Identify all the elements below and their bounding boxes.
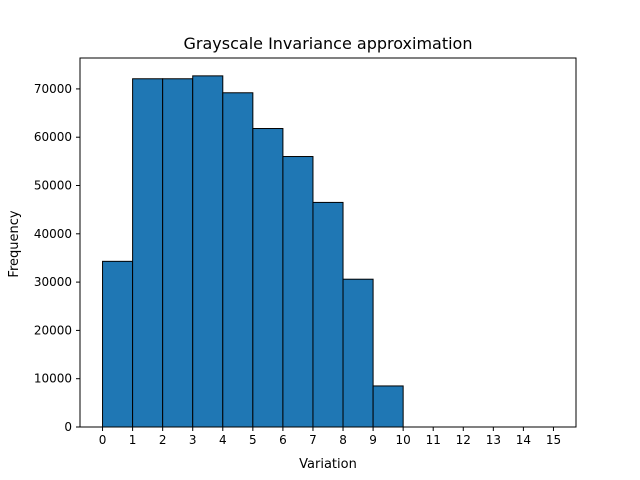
plot-frame bbox=[79, 57, 577, 428]
x-tick-label: 2 bbox=[159, 433, 167, 447]
x-tick-label: 11 bbox=[426, 433, 441, 447]
histogram-bar bbox=[192, 75, 224, 428]
x-tick-label: 7 bbox=[309, 433, 317, 447]
histogram-bar bbox=[222, 92, 254, 428]
y-tick-label: 60000 bbox=[34, 130, 72, 144]
x-tick-label: 0 bbox=[99, 433, 107, 447]
chart-title: Grayscale Invariance approximation bbox=[184, 34, 473, 53]
x-tick-label: 5 bbox=[249, 433, 257, 447]
x-tick-label: 1 bbox=[129, 433, 137, 447]
histogram-bar bbox=[372, 385, 404, 428]
x-tick-label: 12 bbox=[456, 433, 471, 447]
y-tick-label: 70000 bbox=[34, 82, 72, 96]
x-tick-label: 6 bbox=[279, 433, 287, 447]
histogram-bar bbox=[162, 78, 194, 428]
bars-layer bbox=[102, 75, 404, 428]
x-tick-label: 15 bbox=[546, 433, 561, 447]
x-axis-label: Variation bbox=[299, 457, 357, 472]
histogram-bar bbox=[282, 156, 314, 428]
x-tick-label: 3 bbox=[189, 433, 197, 447]
y-tick-label: 50000 bbox=[34, 179, 72, 193]
ticks-layer: 0 1 2 3 4 5 6 7 8 9 10 11 12 13 14 15010000200003000040… bbox=[34, 82, 561, 447]
y-tick-label: 20000 bbox=[34, 323, 72, 337]
y-tick-label: 0 bbox=[64, 420, 72, 434]
histogram-bar bbox=[342, 278, 374, 428]
y-axis-label: Frequency bbox=[7, 210, 22, 277]
x-tick-label: 8 bbox=[339, 433, 347, 447]
x-tick-label: 9 bbox=[369, 433, 377, 447]
x-tick-label: 10 bbox=[396, 433, 411, 447]
y-tick-label: 40000 bbox=[34, 227, 72, 241]
histogram-bar bbox=[102, 260, 134, 428]
histogram-bar bbox=[252, 128, 284, 428]
y-tick-label: 30000 bbox=[34, 275, 72, 289]
x-tick-label: 13 bbox=[486, 433, 501, 447]
histogram-bar bbox=[312, 201, 344, 428]
y-tick-label: 10000 bbox=[34, 372, 72, 386]
x-tick-label: 14 bbox=[516, 433, 531, 447]
x-tick-label: 4 bbox=[219, 433, 227, 447]
histogram-bar bbox=[132, 78, 164, 428]
